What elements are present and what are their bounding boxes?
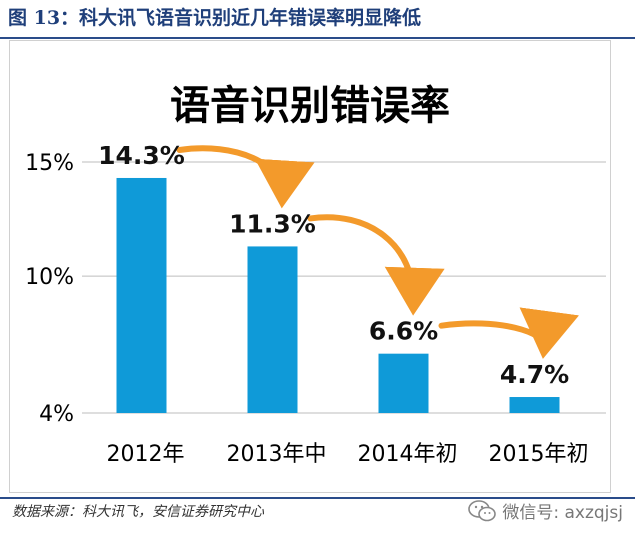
x-tick-label-3: 2015年初 <box>489 442 589 467</box>
footer-divider <box>0 497 635 499</box>
x-axis: 2012年 2013年中 2014年初 2015年初 <box>107 442 589 467</box>
watermark-text: 微信号: axzqjsj <box>502 503 623 523</box>
x-tick-label-1: 2013年中 <box>227 442 327 467</box>
x-tick-label-0: 2012年 <box>107 442 185 467</box>
value-label-2: 6.6% <box>369 317 438 346</box>
bar-chart: 语音识别错误率 4% 10% 15% 14.3% 11.3% 6.6% 4.7% 2012… <box>25 83 606 467</box>
trend-arrow-1 <box>307 214 445 316</box>
x-tick-label-2: 2014年初 <box>358 442 458 467</box>
bar-0 <box>116 177 167 413</box>
bar-3 <box>509 397 560 413</box>
chart-frame: 语音识别错误率 4% 10% 15% 14.3% 11.3% 6.6% 4.7% 2012… <box>9 40 611 493</box>
figure-caption: 图 13：科大讯飞语音识别近几年错误率明显降低 <box>8 7 422 29</box>
bar-2 <box>378 353 429 413</box>
bar-1 <box>247 246 298 413</box>
wechat-watermark: 微信号: axzqjsj <box>468 498 623 523</box>
bars <box>116 177 560 413</box>
trend-arrows <box>176 145 579 359</box>
trend-arrow-0 <box>176 145 315 209</box>
y-axis: 4% 10% 15% <box>25 151 74 427</box>
y-tick-label-2: 15% <box>25 151 74 176</box>
value-labels: 14.3% 11.3% 6.6% 4.7% <box>98 141 569 389</box>
y-tick-label-1: 10% <box>25 265 74 290</box>
trend-arrow-2 <box>438 307 579 359</box>
value-label-0: 14.3% <box>98 141 185 170</box>
value-label-3: 4.7% <box>500 360 569 389</box>
value-label-1: 11.3% <box>229 209 316 238</box>
wechat-icon <box>468 499 497 521</box>
chart-title: 语音识别错误率 <box>170 83 450 129</box>
y-tick-label-0: 4% <box>39 402 74 427</box>
source-note: 数据来源：科大讯飞，安信证券研究中心 <box>12 504 264 520</box>
header-divider <box>0 37 635 39</box>
